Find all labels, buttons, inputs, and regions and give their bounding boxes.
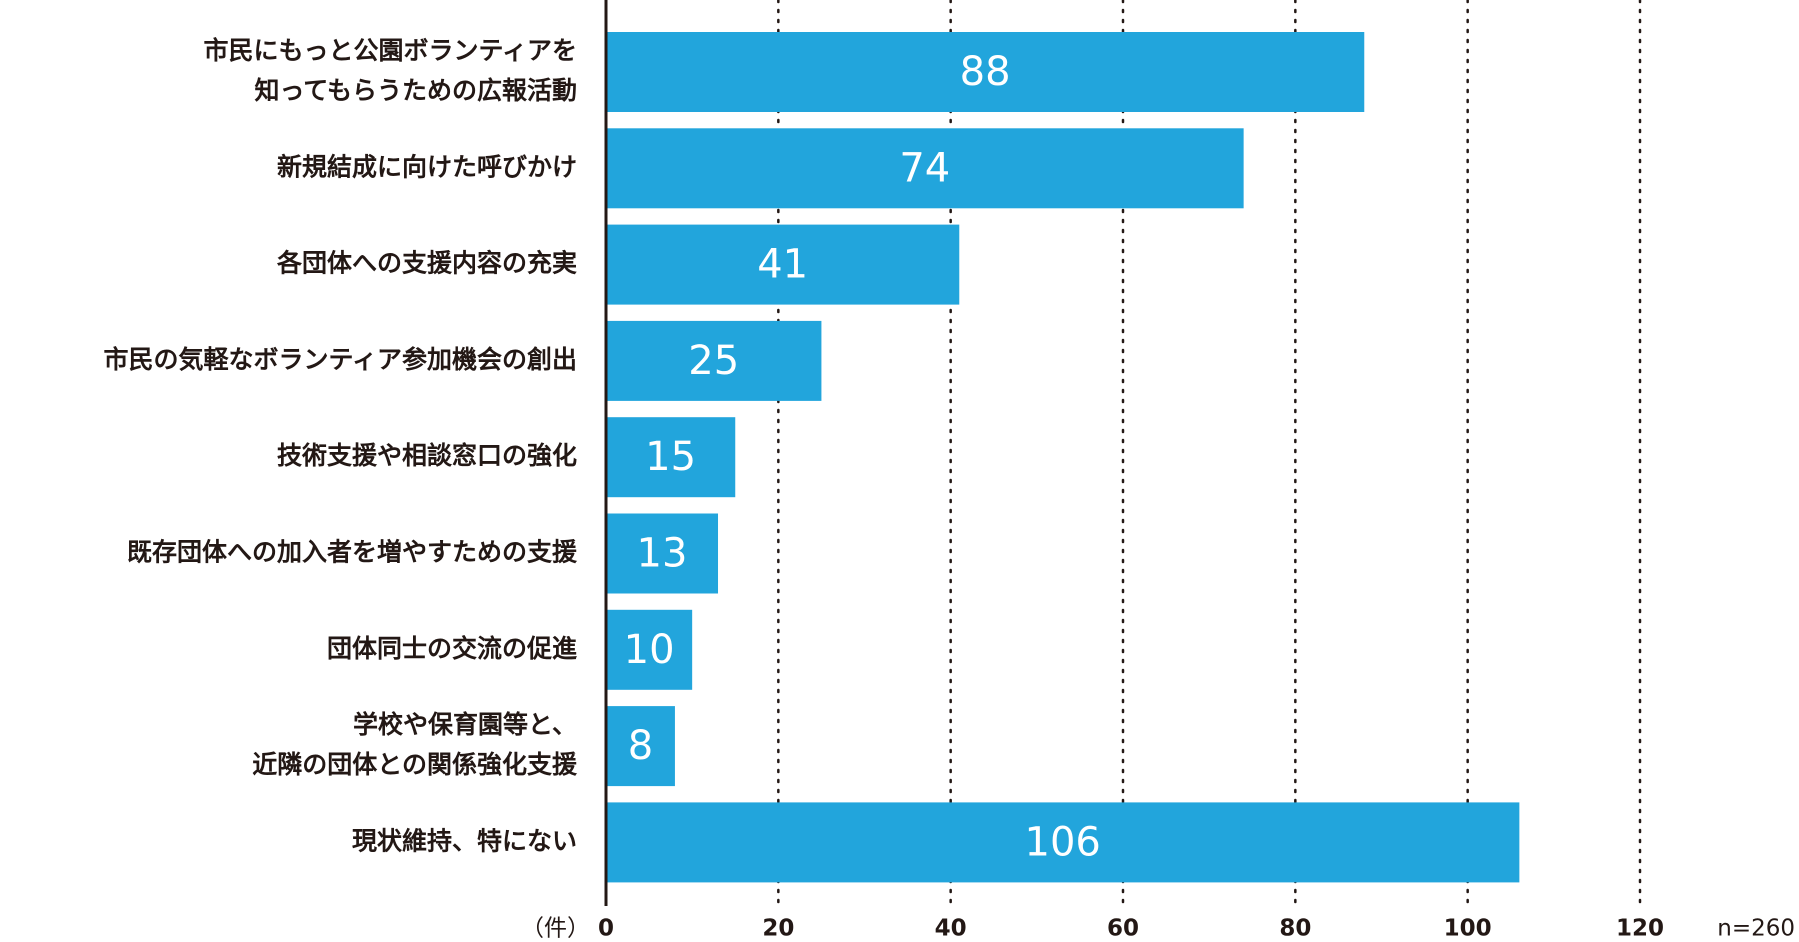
bar [606, 513, 719, 594]
label-line: 知ってもらうための広報活動 [254, 76, 577, 105]
bar [606, 802, 1520, 883]
bar [606, 609, 693, 690]
x-tick-label: 0 [598, 916, 614, 942]
bar [606, 32, 1365, 112]
x-tick-label: 60 [1107, 916, 1139, 942]
value-label: 88 [960, 49, 1011, 95]
value-label: 8 [628, 723, 653, 769]
y-tick-label: 技術支援や相談窓口の強化 [277, 441, 577, 470]
y-tick-label: 市民にもっと公園ボランティアを知ってもらうための広報活動 [203, 36, 577, 105]
y-tick-label: 学校や保育園等と、近隣の団体との関係強化支援 [252, 710, 578, 779]
y-tick-label: 各団体への支援内容の充実 [276, 249, 577, 278]
y-tick-label: 現状維持、特にない [352, 826, 577, 855]
y-tick-label: 新規結成に向けた呼びかけ [277, 152, 577, 181]
bar [606, 417, 736, 498]
value-label: 106 [1025, 819, 1101, 865]
x-tick-label: 80 [1279, 916, 1311, 942]
value-label: 10 [624, 627, 675, 673]
label-line: 市民にもっと公園ボランティアを [203, 36, 577, 65]
x-tick-label: 20 [762, 916, 794, 942]
y-tick-label: 既存団体への加入者を増やすための支援 [127, 538, 578, 567]
x-tick-label: 40 [935, 916, 967, 942]
y-tick-label: 市民の気軽なボランティア参加機会の創出 [103, 345, 577, 374]
value-label: 13 [637, 531, 688, 577]
note: n=260 [1717, 916, 1795, 942]
label-line: 近隣の団体との関係強化支援 [252, 750, 578, 779]
bar [606, 320, 822, 401]
x-tick-label: 100 [1444, 916, 1492, 942]
bar [606, 128, 1244, 209]
bar [606, 706, 675, 787]
unit-label: （件） [521, 916, 590, 942]
y-tick-label: 団体同士の交流の促進 [327, 634, 577, 663]
value-label: 41 [757, 242, 808, 288]
bar [606, 224, 960, 305]
value-label: 74 [899, 145, 950, 191]
x-tick-label: 120 [1616, 916, 1664, 942]
value-label: 25 [688, 338, 739, 384]
value-label: 15 [645, 434, 696, 480]
label-line: 学校や保育園等と、 [353, 710, 577, 739]
